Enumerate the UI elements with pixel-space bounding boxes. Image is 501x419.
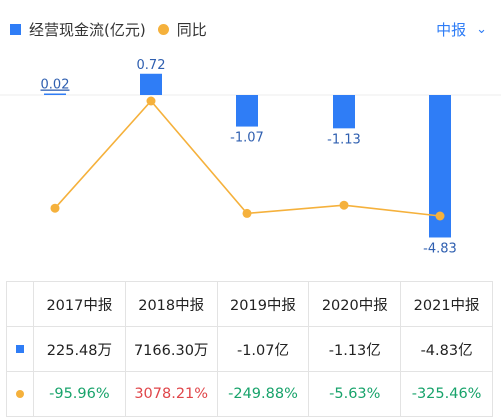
legend-cash-flow-label: 经营现金流(亿元) <box>29 20 146 39</box>
table-cell: -325.46% <box>400 371 493 417</box>
yoy-point-2020中报 <box>339 200 349 210</box>
bar-2019中报 <box>236 95 258 127</box>
table-header-cell: 2017中报 <box>33 281 126 327</box>
bar-value-label: 0.02 <box>41 78 70 93</box>
table-cell: 7166.30万 <box>124 326 218 372</box>
table-header-cell: 2020中报 <box>308 281 402 327</box>
bar-value-label: -1.07 <box>230 131 264 146</box>
yoy-point-2018中报 <box>146 96 156 106</box>
table-cell: -249.88% <box>216 371 310 417</box>
table-row-yoy: -95.96% 3078.21% -249.88% -5.63% -325.46… <box>6 371 493 417</box>
table-cell: -1.13亿 <box>308 326 402 372</box>
legend-yoy-label: 同比 <box>176 20 207 39</box>
bar-2020中报 <box>333 95 355 129</box>
table-cell: 225.48万 <box>33 326 126 372</box>
table-corner-cell <box>6 281 34 327</box>
cash-flow-row-marker <box>6 326 34 372</box>
table-cell: 3078.21% <box>124 371 218 417</box>
bar-value-label: 0.72 <box>137 58 166 73</box>
table-cell: -1.07亿 <box>216 326 310 372</box>
period-selector[interactable]: 中报 ⌄ <box>436 16 487 42</box>
bar-2017中报 <box>44 93 66 95</box>
chevron-down-icon: ⌄ <box>476 21 487 37</box>
yoy-point-2021中报 <box>435 211 445 221</box>
bar-value-label: -1.13 <box>327 132 361 147</box>
line-series-marker-icon <box>16 390 24 398</box>
cash-flow-chart: 0.02 0.72 -1.07 -1.13 -4.83 <box>0 58 501 256</box>
yoy-point-2019中报 <box>242 208 252 218</box>
table-header-cell: 2018中报 <box>124 281 218 327</box>
yoy-row-marker <box>6 371 34 417</box>
yoy-point-2017中报 <box>50 203 60 213</box>
bar-2018中报 <box>140 73 162 95</box>
line-series-legend-marker <box>157 23 169 35</box>
bar-2021中报 <box>429 95 451 238</box>
table-row-cash-flow: 225.48万 7166.30万 -1.07亿 -1.13亿 -4.83亿 <box>6 326 493 372</box>
table-header-cell: 2021中报 <box>400 281 493 327</box>
table-cell: -95.96% <box>33 371 126 417</box>
data-table: 2017中报 2018中报 2019中报 2020中报 2021中报 225.4… <box>6 281 493 417</box>
period-selector-label: 中报 <box>436 20 467 39</box>
bar-value-label: -4.83 <box>423 241 457 256</box>
table-header-row: 2017中报 2018中报 2019中报 2020中报 2021中报 <box>6 281 493 327</box>
bar-series-legend-marker <box>10 23 21 35</box>
table-cell: -4.83亿 <box>400 326 493 372</box>
table-cell: -5.63% <box>308 371 402 417</box>
table-header-cell: 2019中报 <box>216 281 310 327</box>
chart-legend: 经营现金流(亿元) 同比 <box>10 16 207 42</box>
bar-series-marker-icon <box>16 345 24 353</box>
